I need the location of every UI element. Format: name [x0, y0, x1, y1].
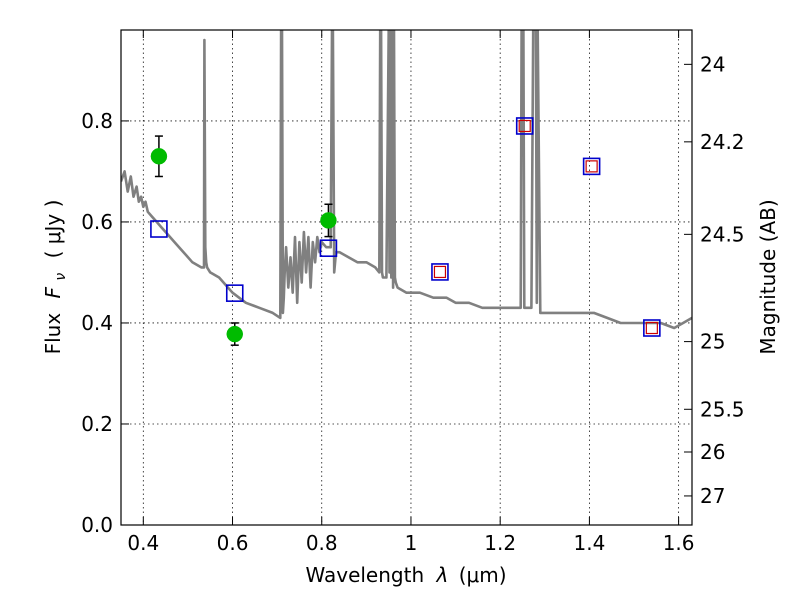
y-axis-label: Flux F ν ( μJy ): [41, 200, 70, 355]
y2-axis-label: Magnitude (AB): [756, 199, 780, 354]
observed-flux-point: [320, 212, 337, 229]
observed-flux-point: [226, 325, 244, 343]
observed-flux-point: [150, 148, 168, 165]
model-photometry-point: [582, 157, 601, 176]
x-axis-label-symbol: λ: [436, 563, 449, 587]
y-tick-label: 0.2: [81, 412, 113, 436]
y-tick-label: 0.0: [81, 513, 113, 537]
mag-tick-label: 24.2: [700, 130, 745, 154]
y-axis-label-prefix: Flux: [41, 313, 65, 355]
model-photometry-point: [319, 239, 338, 258]
grid-layer: [121, 30, 692, 526]
x-tick-label: 0.4: [127, 531, 159, 555]
x-axis-label: Wavelength λ (μm): [305, 563, 506, 587]
x-tick-label: 1.4: [573, 531, 605, 555]
y-tick-label: 0.6: [81, 210, 113, 234]
x-axis-label-prefix: Wavelength: [305, 563, 424, 587]
data-layer: [121, 30, 692, 346]
y-tick-label: 0.4: [81, 311, 113, 335]
x-tick-label: 1: [405, 531, 418, 555]
y-axis-label-symbol: F: [41, 286, 65, 298]
model-photometry-point: [515, 117, 534, 135]
model-photometry-point: [431, 263, 449, 281]
model-photometry-inner-point: [433, 265, 447, 279]
plot-frame: [120, 29, 693, 526]
x-axis-label-unit: (μm): [459, 563, 507, 587]
tick-layer: 0.4 0.6 0.8 1 1.2 1.4 1.6 0.0 0.2 0.4 0.6 0.8 24 24.2…: [81, 30, 745, 555]
y-axis-label-sub: ν: [53, 273, 69, 281]
model-photometry-inner-point: [645, 321, 658, 335]
model-photometry-point: [643, 319, 661, 337]
x-tick-label: 1.6: [663, 531, 695, 555]
model-photometry-inner-point: [518, 119, 531, 133]
model-photometry-point: [225, 284, 244, 302]
x-tick-label: 0.8: [306, 531, 338, 555]
mag-tick-label: 27: [700, 484, 725, 508]
model-photometry-point: [150, 220, 168, 238]
x-tick-label: 0.6: [217, 531, 249, 555]
template-spectrum-line: [121, 30, 692, 330]
x-tick-label: 1.2: [484, 531, 516, 555]
y-tick-label: 0.8: [81, 109, 113, 133]
mag-tick-label: 25.5: [700, 397, 745, 421]
mag-tick-label: 26: [700, 440, 725, 464]
model-photometry-inner-point: [585, 160, 598, 173]
y-axis-label-unit: ( μJy ): [41, 200, 65, 259]
mag-tick-label: 24: [700, 52, 725, 76]
mag-tick-label: 24.5: [700, 222, 745, 246]
mag-tick-label: 25: [700, 330, 725, 354]
